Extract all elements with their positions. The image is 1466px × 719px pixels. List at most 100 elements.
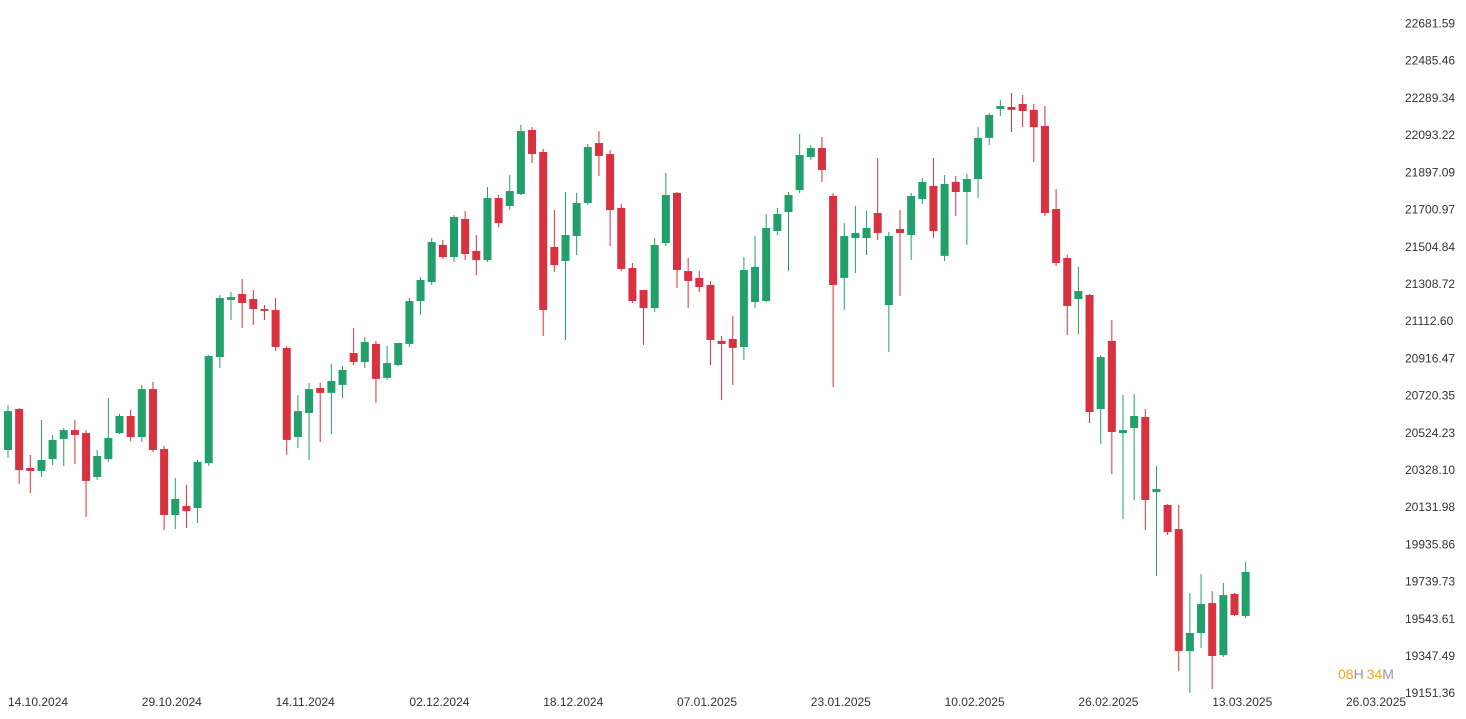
candle-body — [884, 235, 893, 306]
candle-body — [873, 213, 882, 233]
candle-body — [115, 416, 124, 434]
candle-body — [896, 228, 904, 233]
y-tick-label: 21504.84 — [1405, 240, 1455, 254]
x-tick-label: 18.12.2024 — [543, 695, 603, 709]
y-tick-label: 21700.97 — [1405, 203, 1455, 217]
candle-body — [862, 228, 871, 239]
x-tick-label: 02.12.2024 — [409, 695, 469, 709]
candle-body — [940, 184, 949, 256]
candle-body — [438, 244, 447, 258]
candle-body — [550, 246, 559, 266]
y-tick-label: 19739.73 — [1405, 575, 1455, 589]
candle-body — [706, 284, 715, 340]
candle-body — [271, 309, 280, 347]
candle-body — [416, 280, 425, 302]
candle-body — [1241, 571, 1250, 616]
y-tick-label: 22681.59 — [1405, 17, 1455, 31]
candle-body — [1018, 103, 1027, 111]
candle-body — [1119, 430, 1127, 434]
candle-body — [305, 389, 314, 413]
candle-body — [806, 147, 815, 158]
candle-body — [182, 505, 191, 512]
candle-body — [1130, 416, 1139, 428]
candle-body — [918, 181, 927, 199]
candle-body — [249, 298, 258, 310]
x-tick-label: 23.01.2025 — [811, 695, 871, 709]
candle-body — [1007, 106, 1016, 110]
y-tick-label: 22485.46 — [1405, 54, 1455, 68]
candle-body — [817, 147, 826, 170]
candle-body — [227, 297, 235, 300]
candle-body — [1141, 416, 1150, 501]
y-tick-label: 21308.72 — [1405, 277, 1455, 291]
candle-body — [661, 195, 670, 244]
x-tick-label: 10.02.2025 — [945, 695, 1005, 709]
x-tick-label: 14.11.2024 — [276, 695, 335, 709]
candle-body — [1096, 357, 1105, 409]
candle-body — [974, 137, 983, 180]
candle-body — [1107, 340, 1116, 432]
y-tick-label: 19151.36 — [1405, 686, 1455, 700]
candle-body — [739, 269, 748, 347]
candle-body — [1085, 294, 1094, 413]
y-tick-label: 22093.22 — [1405, 128, 1455, 142]
y-tick-label: 19935.86 — [1405, 537, 1455, 551]
y-tick-label: 20131.98 — [1405, 500, 1455, 514]
candle-body — [628, 268, 637, 302]
candle-body — [695, 277, 704, 288]
candle-body — [505, 191, 514, 207]
y-tick-label: 22289.34 — [1405, 91, 1455, 105]
candle-body — [1063, 257, 1072, 306]
candle-body — [238, 294, 247, 303]
candle-body — [996, 106, 1005, 109]
candle-body — [371, 343, 380, 379]
candle-body — [204, 356, 213, 464]
y-tick-label: 19347.49 — [1405, 649, 1455, 663]
candle-body — [193, 461, 202, 509]
x-tick-label: 14.10.2024 — [8, 695, 68, 709]
candle-body — [539, 151, 548, 310]
candle-body — [1029, 109, 1038, 128]
candle-body — [427, 242, 436, 283]
candle-body — [26, 467, 35, 472]
candle-body — [851, 232, 860, 239]
candle-body — [528, 129, 537, 155]
candle-body — [494, 198, 503, 224]
candle-body — [282, 347, 291, 440]
x-tick-label: 26.03.2025 — [1346, 695, 1406, 709]
candle-body — [907, 195, 916, 236]
candle-body — [1074, 291, 1083, 299]
candle-body — [483, 198, 492, 261]
candle-body — [561, 235, 570, 262]
countdown-minutes: 34 — [1367, 666, 1383, 682]
countdown: 08H 34M — [1338, 666, 1394, 682]
candle-body — [639, 290, 648, 309]
candle-body — [48, 439, 57, 460]
y-tick-label: 20720.35 — [1405, 389, 1455, 403]
y-tick-label: 19543.61 — [1405, 612, 1455, 626]
candle-body — [461, 218, 470, 255]
candle-body — [316, 387, 325, 393]
candle-body — [260, 309, 269, 311]
candle-body — [1230, 593, 1239, 616]
candle-body — [617, 207, 626, 269]
candle-body — [383, 363, 392, 378]
candle-body — [394, 342, 403, 365]
candle-body — [795, 154, 804, 191]
candle-body — [82, 433, 91, 481]
candle-body — [1174, 529, 1183, 652]
y-tick-label: 20916.47 — [1405, 351, 1455, 365]
x-tick-label: 13.03.2025 — [1212, 695, 1272, 709]
candle-body — [985, 114, 994, 138]
y-tick-label: 21897.09 — [1405, 165, 1455, 179]
candle-body — [673, 192, 681, 270]
candle-body — [773, 213, 782, 232]
x-tick-label: 07.01.2025 — [677, 695, 737, 709]
candle-body — [784, 195, 793, 213]
candle-body — [1040, 125, 1049, 214]
candle-body — [1052, 209, 1061, 263]
x-tick-label: 26.02.2025 — [1078, 695, 1138, 709]
candle-body — [962, 179, 971, 192]
candle-body — [606, 154, 615, 210]
